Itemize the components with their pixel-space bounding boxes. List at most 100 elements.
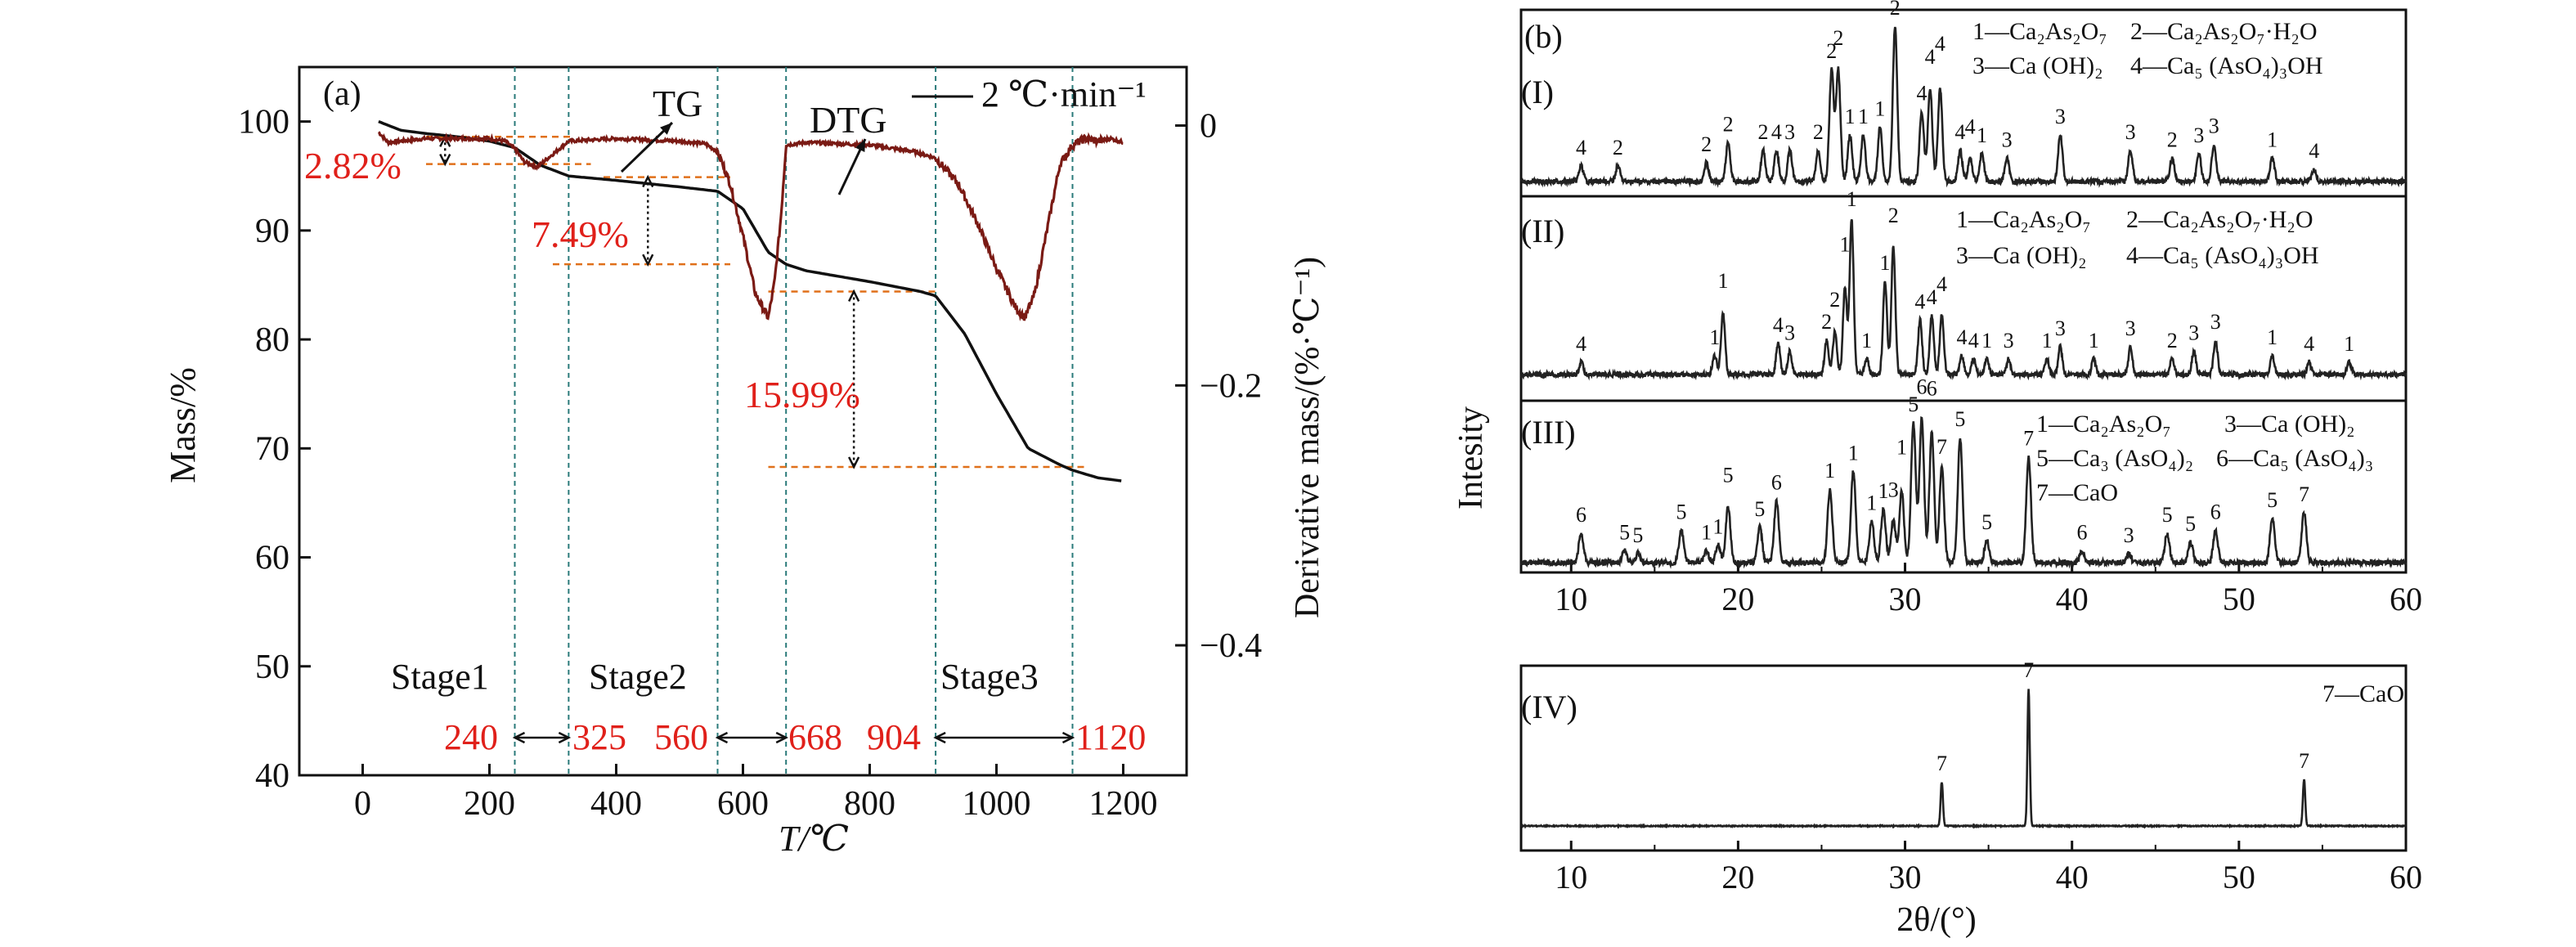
legend-1-item-2: 2—Ca₂As₂O₇·H₂O xyxy=(2130,18,2318,45)
xrd-frame-top xyxy=(1519,8,2408,574)
subpanel-id-2: (II) xyxy=(1521,213,1564,249)
xrd-peak-label: 3 xyxy=(2124,523,2134,547)
xrd-peak-label: 4 xyxy=(1773,313,1784,337)
xrd-peak-label: 1 xyxy=(1866,491,1877,515)
xrd-x-tick-label: 40 xyxy=(2056,581,2089,617)
xrd-peak-label: 4 xyxy=(1925,45,1936,69)
xrd-peak-label: 6 xyxy=(1576,503,1586,527)
xrd-peak-label: 3 xyxy=(2193,123,2204,147)
xrd-peak-label: 1 xyxy=(1847,187,1857,211)
boundary-668: 668 xyxy=(788,717,842,757)
xrd-peak-label: 7 xyxy=(2023,426,2034,450)
legend-3-item-5: 7—CaO xyxy=(2036,479,2118,506)
xrd-peak-label: 5 xyxy=(1676,500,1686,523)
boundary-560: 560 xyxy=(654,717,708,757)
xrd-peak-label: 3 xyxy=(2125,316,2136,340)
legend-3-item-3: 5—Ca₃ (AsO₄)₂ xyxy=(2036,445,2193,472)
xrd-x-tick-label: 60 xyxy=(2390,859,2422,895)
xrd-x-tick-label: 10 xyxy=(1555,859,1587,895)
mass-loss-1: 2.82% xyxy=(304,145,402,186)
y-left-tick-label: 60 xyxy=(255,540,289,577)
xrd-peak-label: 6 xyxy=(1916,375,1927,399)
xrd-x-tick-label: 50 xyxy=(2223,859,2255,895)
xrd-peak-label: 5 xyxy=(1723,464,1734,487)
y-left-tick-label: 40 xyxy=(255,757,289,795)
subpanel-id-4: (IV) xyxy=(1521,689,1577,725)
x-tick-label: 400 xyxy=(590,785,642,823)
xrd-peak-label: 5 xyxy=(1954,407,1965,431)
xrd-x-tick-label: 20 xyxy=(1721,581,1754,617)
xrd-peak-label: 3 xyxy=(2055,316,2066,340)
xrd-peak-label: 7 xyxy=(2023,658,2034,682)
xrd-peak-label: 2 xyxy=(1758,120,1769,144)
subpanel-id-3: (III) xyxy=(1521,414,1576,451)
boundary-325: 325 xyxy=(572,717,626,757)
xrd-peak-label: 2 xyxy=(1613,136,1623,159)
xrd-peak-label: 3 xyxy=(1784,321,1795,345)
arrow-head xyxy=(848,456,860,469)
xrd-peak-label: 4 xyxy=(1916,82,1927,105)
xrd-peak-label: 1 xyxy=(1824,459,1835,482)
legend-1-item-1: 1—Ca₂As₂O₇ xyxy=(1972,18,2107,45)
x-axis-label: T/℃ xyxy=(779,819,849,859)
xrd-peak-label: 7 xyxy=(2299,482,2309,506)
xrd-peak-label: 1 xyxy=(1845,105,1856,128)
y-left-tick-label: 80 xyxy=(255,321,289,359)
legend-2-item-2: 2—Ca₂As₂O₇·H₂O xyxy=(2126,206,2313,233)
xrd-x-tick-label: 20 xyxy=(1721,859,1754,895)
xrd-peak-label: 3 xyxy=(2004,329,2014,352)
xrd-peak-label: 1 xyxy=(1896,436,1907,460)
xrd-peak-label: 4 xyxy=(2304,332,2314,356)
y-right-tick-label: −0.2 xyxy=(1200,367,1262,405)
xrd-peak-label: 1 xyxy=(2089,329,2099,352)
xrd-peak-label: 4 xyxy=(2309,139,2319,163)
xrd-x-tick-label: 30 xyxy=(1889,581,1922,617)
arrow-head xyxy=(848,289,860,303)
xrd-peak-label: 6 xyxy=(1927,377,1937,401)
x-tick-label: 1200 xyxy=(1089,785,1158,823)
xrd-peak-label: 5 xyxy=(2162,503,2173,527)
y-right-tick-label: −0.4 xyxy=(1200,627,1262,665)
dtg-label: DTG xyxy=(810,99,887,141)
boundary-904: 904 xyxy=(867,717,921,757)
xrd-peak-label: 3 xyxy=(1784,120,1795,144)
legend-2-item-4: 4—Ca₅ (AsO₄)₃OH xyxy=(2126,242,2319,269)
dtg-curve xyxy=(377,131,1124,321)
dtg-pointer-arrow-head xyxy=(855,139,865,152)
xrd-pattern xyxy=(1520,689,2407,829)
arrow-head xyxy=(512,731,526,744)
xrd-peak-label: 1 xyxy=(1878,479,1889,503)
panel-a-label: (a) xyxy=(323,75,361,113)
xrd-peak-label: 2 xyxy=(1888,204,1899,227)
stage-1-label: Stage1 xyxy=(391,657,489,697)
mass-loss-3: 15.99% xyxy=(744,374,860,415)
subpanel-id-1: (I) xyxy=(1521,74,1554,110)
legend-2-item-3: 3—Ca (OH)₂ xyxy=(1956,242,2087,269)
xrd-peak-label: 4 xyxy=(1965,115,1976,139)
xrd-x-tick-label: 40 xyxy=(2056,859,2089,895)
xrd-peak-label: 1 xyxy=(1848,441,1859,465)
xrd-pattern xyxy=(1519,416,2408,569)
xrd-peak-label: 5 xyxy=(1754,497,1765,521)
xrd-peak-label: 1 xyxy=(1712,514,1723,538)
xrd-peak-label: 1 xyxy=(1709,325,1720,349)
xrd-peak-label: 5 xyxy=(2267,488,2278,512)
y-left-tick-label: 50 xyxy=(255,649,289,686)
xrd-peak-label: 2 xyxy=(1829,288,1840,312)
xrd-peak-label: 5 xyxy=(2185,512,2196,536)
tg-pointer-arrow-head xyxy=(660,123,672,135)
xrd-peak-label: 2 xyxy=(1890,0,1901,20)
legend-3-item-2: 3—Ca (OH)₂ xyxy=(2224,411,2355,438)
xrd-peak-label: 4 xyxy=(1935,32,1945,56)
xrd-peak-label: 1 xyxy=(1977,123,1987,147)
mass-loss-2: 7.49% xyxy=(532,213,629,255)
xrd-peak-label: 5 xyxy=(1632,523,1643,547)
xrd-peak-label: 1 xyxy=(2267,128,2278,152)
legend-3-item-4: 6—Ca₅ (AsO₄)₃ xyxy=(2216,445,2373,472)
xrd-peak-label: 4 xyxy=(1956,325,1967,349)
y-left-tick-label: 70 xyxy=(255,430,289,468)
x-tick-label: 0 xyxy=(354,785,371,823)
xrd-peak-label: 4 xyxy=(1576,332,1586,356)
